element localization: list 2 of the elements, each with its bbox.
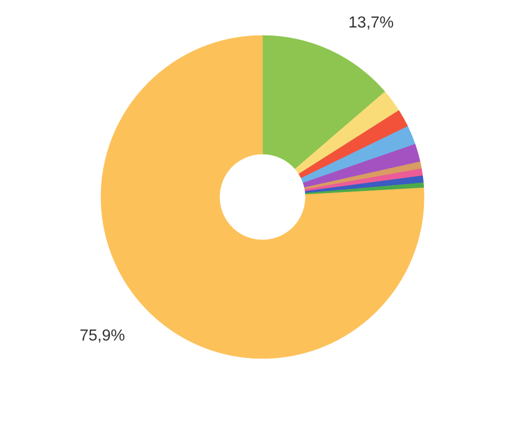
data-label: 13,7% xyxy=(348,14,394,32)
data-label: 75,9% xyxy=(80,328,125,345)
